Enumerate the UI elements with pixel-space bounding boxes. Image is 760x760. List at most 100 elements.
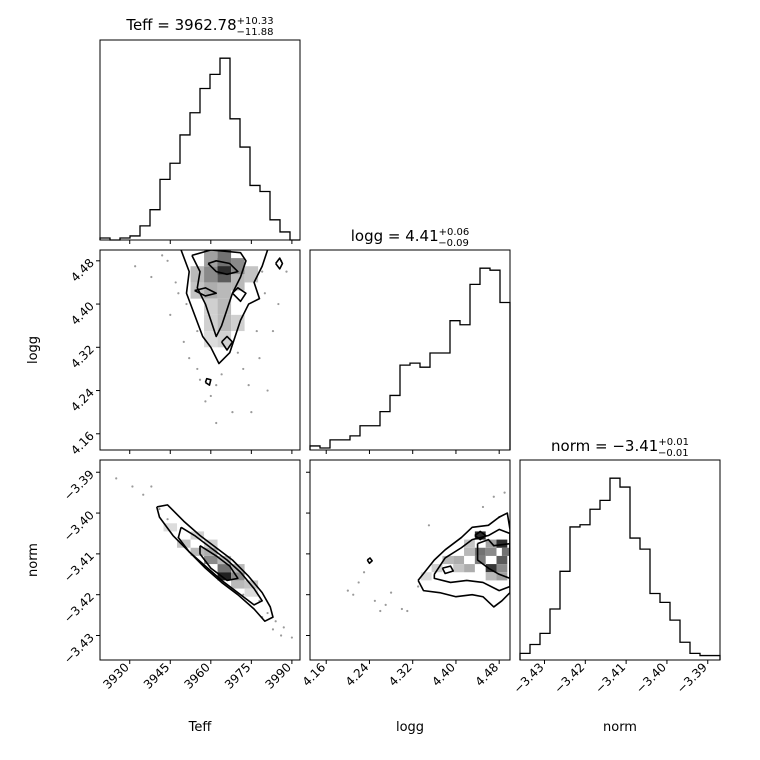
xtick-label-norm-0: −3.43 (511, 660, 547, 696)
sample-point-1 (150, 275, 153, 279)
sample-point-9 (198, 378, 202, 381)
sample-point-4 (169, 313, 172, 316)
scatter-panel-Teff-norm (96, 459, 301, 664)
sample-point-0 (115, 477, 118, 480)
density-cell-9 (217, 298, 232, 315)
contour-1 (191, 250, 247, 338)
ytick-label-norm-0: −3.43 (61, 631, 97, 667)
contour-3 (194, 287, 218, 297)
title-norm-upper-error: +0.01 (658, 437, 689, 448)
sample-point-21 (236, 351, 239, 354)
hist-panel-Teff (99, 39, 301, 244)
sample-point-6 (188, 357, 191, 360)
title-norm-value: norm = −3.41 (551, 437, 658, 455)
sample-point-7 (266, 611, 269, 615)
title-logg: logg = 4.41+0.06 −0.09 (351, 227, 470, 249)
density-cell-9 (496, 564, 508, 573)
contour-6 (204, 377, 212, 386)
ytick-label-logg-2: 4.32 (68, 342, 97, 371)
sample-point-5 (182, 340, 185, 343)
hist-Teff-frame (99, 39, 301, 241)
sample-point-12 (290, 636, 293, 639)
contour-0 (417, 512, 510, 608)
density-cell-15 (204, 250, 218, 267)
contour-2 (476, 538, 510, 580)
density-cell-1 (453, 555, 465, 565)
sample-point-14 (258, 357, 261, 360)
contour-5 (366, 557, 373, 565)
density-cell-13 (163, 523, 178, 532)
ytick-label-logg-0: 4.16 (68, 429, 97, 458)
sample-point-23 (209, 394, 212, 398)
xtick-label-logg-2: 4.32 (386, 660, 415, 689)
density-cell-11 (204, 314, 218, 332)
title-Teff-value: Teff = 3962.78 (125, 16, 236, 34)
sample-point-13 (417, 585, 420, 588)
xtick-label-logg-4: 4.48 (473, 660, 502, 689)
density-cell-17 (420, 572, 432, 581)
sample-point-15 (362, 571, 366, 574)
scatter-panel-Teff-logg (96, 249, 301, 454)
xtick-label-Teff-0: 3930 (100, 660, 131, 691)
sample-point-16 (271, 329, 275, 333)
density-cell-11 (231, 580, 245, 589)
sample-point-31 (166, 259, 169, 262)
ytick-label-logg-3: 4.40 (68, 299, 97, 328)
sample-point-7 (406, 609, 409, 613)
sample-point-2 (161, 254, 164, 257)
hist-Teff-steps (99, 57, 300, 241)
sample-point-3 (384, 603, 387, 607)
title-logg-value: logg = 4.41 (351, 227, 439, 245)
xlabel-norm: norm (603, 720, 637, 735)
sample-point-10 (204, 400, 207, 403)
contour-4 (441, 565, 455, 575)
contour-4 (231, 287, 247, 303)
density-cell-15 (464, 539, 475, 548)
ylabel-norm: norm (26, 543, 41, 577)
contour-7 (275, 257, 284, 270)
sample-point-8 (427, 524, 431, 527)
contour-0 (180, 250, 269, 365)
sample-point-11 (503, 491, 506, 494)
title-norm: norm = −3.41+0.01 −0.01 (551, 437, 689, 459)
sample-point-29 (263, 292, 266, 295)
xtick-label-norm-3: −3.40 (633, 660, 669, 696)
hist-norm-frame (519, 459, 721, 661)
panel-frame (309, 459, 511, 661)
density-cell-0 (442, 555, 454, 565)
density-cell-19 (501, 547, 510, 556)
hist-logg-steps (309, 267, 511, 450)
xtick-label-Teff-3: 3975 (222, 660, 253, 691)
sample-point-18 (261, 270, 264, 273)
title-Teff-upper-error: +10.33 (237, 16, 274, 27)
density-cell-4 (231, 258, 245, 275)
density-cell-10 (474, 531, 486, 540)
density-cell-6 (474, 555, 486, 565)
sample-point-4 (158, 507, 161, 511)
ytick-label-logg-1: 4.24 (68, 386, 97, 415)
density-cell-10 (231, 564, 245, 573)
density-cell-2 (464, 547, 475, 556)
contour-1 (177, 526, 263, 606)
sample-point-3 (177, 292, 180, 295)
sample-point-14 (379, 609, 382, 613)
scatter-panel-logg-norm (306, 459, 511, 664)
sample-point-9 (481, 505, 485, 509)
density-cell-0 (190, 266, 205, 283)
contour-5 (220, 335, 234, 351)
ytick-label-norm-3: −3.40 (61, 508, 97, 544)
density-cell-3 (474, 547, 486, 556)
sample-point-15 (266, 389, 269, 392)
hist-norm-steps (519, 477, 721, 660)
sample-point-20 (247, 384, 250, 387)
sample-point-4 (389, 591, 393, 594)
ytick-label-logg-4: 4.48 (68, 256, 97, 285)
sample-point-2 (373, 599, 376, 602)
density-cell-0 (190, 547, 205, 556)
xtick-label-logg-3: 4.40 (429, 660, 458, 689)
sample-point-13 (271, 628, 275, 631)
ytick-label-norm-1: −3.42 (61, 590, 97, 626)
sample-point-11 (215, 421, 218, 425)
title-norm-lower-error: −0.01 (658, 448, 689, 459)
hist-panel-logg (309, 249, 511, 454)
